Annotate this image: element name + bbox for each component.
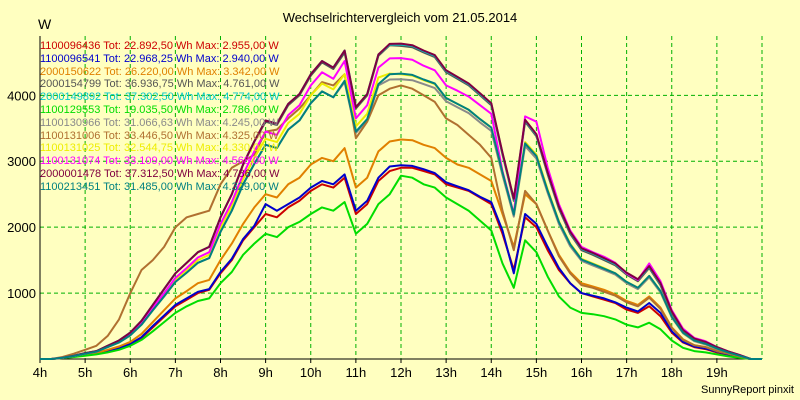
y-tick-label: 4000: [7, 88, 36, 103]
x-tick-label: 6h: [123, 365, 137, 380]
x-tick-label: 18h: [661, 365, 683, 380]
y-tick-label: 2000: [7, 220, 36, 235]
legend-entry-6: 1100129553 Tot: 19.035,50 Wh Max: 2.786,…: [40, 103, 279, 116]
x-tick-label: 8h: [213, 365, 227, 380]
x-tick-label: 14h: [480, 365, 502, 380]
legend-entry-8: 1100131006 Tot: 33.446,50 Wh Max: 4.325,…: [40, 129, 279, 142]
chart-legend: 1100096436 Tot: 22.892,50 Wh Max: 2.955,…: [40, 40, 280, 194]
series-line-6: [40, 174, 762, 360]
legend-entry-1: 1100096436 Tot: 22.892,50 Wh Max: 2.955,…: [40, 40, 279, 52]
legend-entry-3: 2000150622 Tot: 26.220,00 Wh Max: 3.342,…: [40, 65, 280, 78]
legend-entry-9: 1100131025 Tot: 32.544,75 Wh Max: 4.330,…: [40, 142, 279, 155]
legend-entry-11: 2000001478 Tot: 37.312,50 Wh Max: 4.786,…: [40, 167, 280, 180]
legend-entry-10: 1100131074 Tot: 33.109,00 Wh Max: 4.568,…: [40, 155, 279, 168]
series-line-2: [40, 164, 762, 360]
series-line-12: [40, 72, 762, 360]
legend-entry-5: 2000149892 Tot: 37.302,50 Wh Max: 4.774,…: [40, 91, 280, 104]
series-line-11: [40, 42, 762, 360]
series-line-8: [40, 73, 762, 360]
y-axis-unit-label: W: [38, 16, 52, 32]
x-tick-label: 5h: [78, 365, 92, 380]
y-tick-label: 3000: [7, 154, 36, 169]
legend-entry-7: 1100130966 Tot: 31.066,63 Wh Max: 4.245,…: [40, 116, 279, 129]
x-tick-label: 4h: [33, 365, 47, 380]
legend-entry-2: 1100096541 Tot: 22.968,25 Wh Max: 2.940,…: [40, 52, 279, 65]
x-tick-label: 13h: [435, 365, 457, 380]
x-tick-label: 17h: [616, 365, 638, 380]
x-tick-label: 19h: [706, 365, 728, 380]
series-line-3: [40, 138, 762, 360]
x-tick-label: 11h: [346, 365, 367, 380]
x-tick-label: 7h: [168, 365, 182, 380]
x-tick-label: 16h: [571, 365, 593, 380]
x-tick-label: 9h: [258, 365, 272, 380]
x-tick-label: 12h: [390, 365, 412, 380]
footer-credit: SunnyReport pinxit: [701, 384, 794, 396]
x-tick-label: 15h: [526, 365, 548, 380]
legend-entry-4: 2000154799 Tot: 36.936,75 Wh Max: 4.761,…: [40, 78, 280, 91]
legend-entry-12: 1100213451 Tot: 31.485,00 Wh Max: 4.329,…: [40, 180, 279, 193]
chart-title: Wechselrichtervergleich vom 21.05.2014: [282, 10, 518, 25]
y-tick-label: 1000: [7, 286, 36, 301]
x-tick-label: 10h: [300, 365, 322, 380]
